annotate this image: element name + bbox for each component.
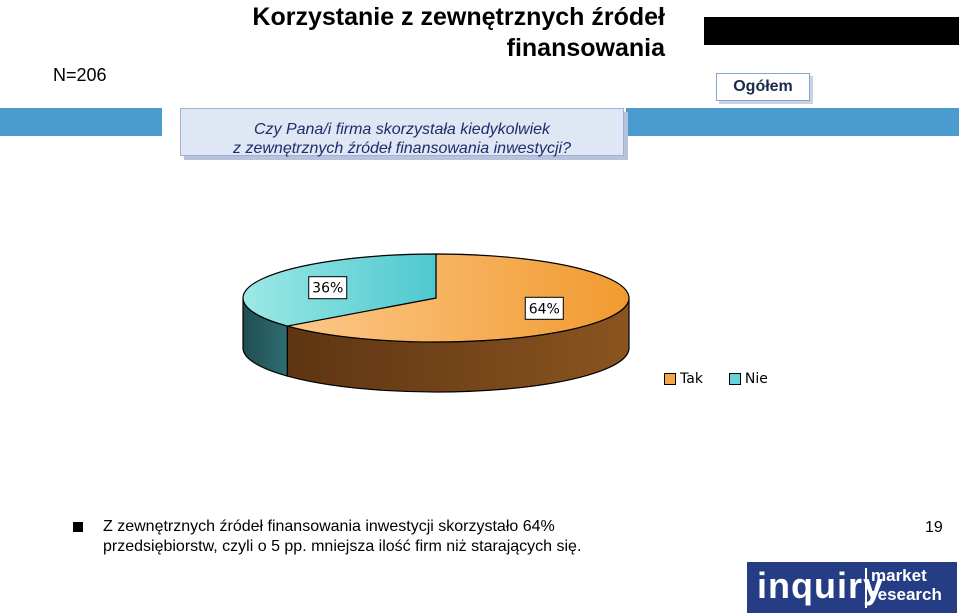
logo-sub-line-1: market xyxy=(871,566,927,585)
legend-swatch xyxy=(664,373,676,385)
page-number: 19 xyxy=(925,519,943,536)
summary-note-line-2: przedsiębiorstw, czyli o 5 pp. mniejsza … xyxy=(103,538,582,555)
question-line-2: z zewnętrznych źródeł finansowania inwes… xyxy=(233,140,571,157)
summary-note-line-1: Z zewnętrznych źródeł finansowania inwes… xyxy=(103,518,555,535)
page-title: Korzystanie z zewnętrznych źródeł finans… xyxy=(252,3,665,62)
logo-main-text: inquiry xyxy=(757,565,885,606)
header-bar xyxy=(704,17,959,45)
bullet-icon xyxy=(73,522,83,532)
summary-note: Z zewnętrznych źródeł finansowania inwes… xyxy=(103,517,663,557)
segment-label: Ogółem xyxy=(716,73,810,101)
data-label-tak: 64% xyxy=(524,296,564,320)
company-logo: inquiry market research xyxy=(747,562,957,613)
legend-item-nie: Nie xyxy=(728,371,768,387)
data-label-text: 36% xyxy=(312,281,343,297)
pie-slice-tak xyxy=(287,253,630,343)
legend-swatch xyxy=(728,373,741,385)
data-label-box xyxy=(524,296,564,320)
sample-size-label: N=206 xyxy=(53,65,107,85)
data-label-box xyxy=(308,276,348,300)
logo-sub-line-2: research xyxy=(871,585,942,604)
question-box: Czy Pana/i firma skorzystała kiedykolwie… xyxy=(180,108,624,157)
data-label-nie: 36% xyxy=(308,276,348,300)
legend-label: Nie xyxy=(744,371,768,387)
logo-sub-text: market research xyxy=(871,566,942,604)
question-stripe-left xyxy=(0,108,162,136)
question-stripe-right xyxy=(626,108,959,136)
legend-label: Tak xyxy=(680,371,703,387)
logo-divider xyxy=(865,568,867,608)
question-line-1: Czy Pana/i firma skorzystała kiedykolwie… xyxy=(253,121,551,138)
legend-item-tak: Tak xyxy=(664,371,703,387)
chart-legend: Tak Nie xyxy=(664,371,794,387)
data-label-text: 64% xyxy=(529,301,560,317)
